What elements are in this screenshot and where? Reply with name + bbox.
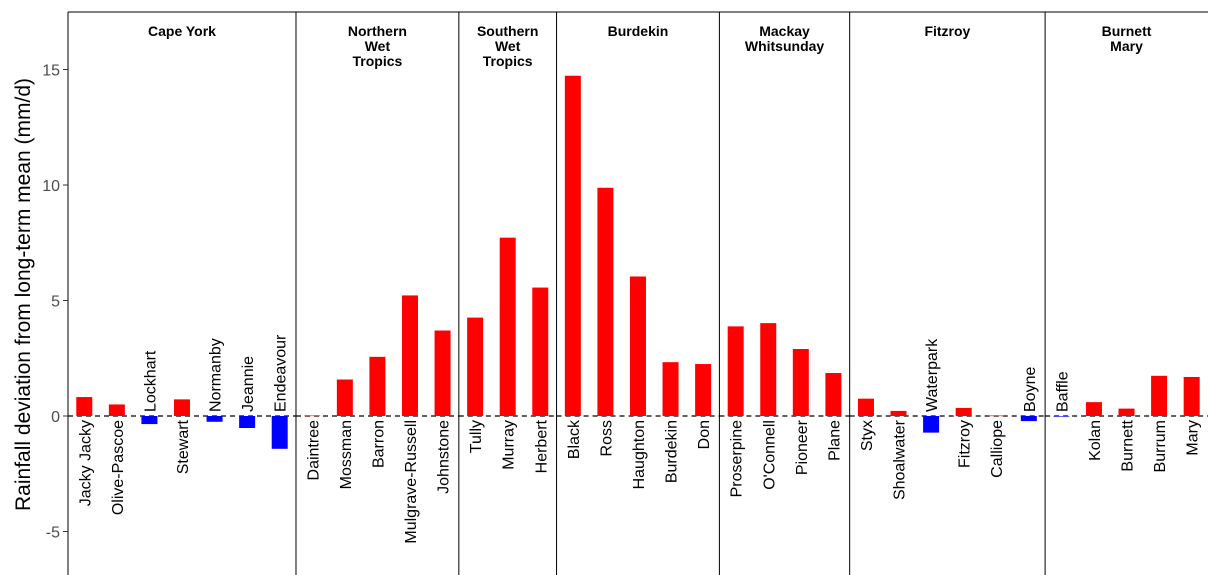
category-label: Normanby xyxy=(208,338,225,412)
category-label: Lockhart xyxy=(142,350,159,412)
panel-title-line: Wet xyxy=(365,38,391,54)
category-label: Shoalwater xyxy=(892,419,909,500)
bar-fitzroy xyxy=(955,407,972,416)
category-label: O'Connell xyxy=(761,420,778,490)
category-label: Johnstone xyxy=(436,420,453,494)
category-label: Fitzroy xyxy=(957,420,974,468)
bar-barron xyxy=(369,356,386,416)
category-label: Murray xyxy=(501,420,518,470)
panel-title: Fitzroy xyxy=(924,23,970,39)
category-label: Baffle xyxy=(1054,371,1071,412)
panel-title-line: Mackay xyxy=(759,23,810,39)
category-label: Burrum xyxy=(1152,420,1169,472)
category-label: Tully xyxy=(468,420,485,453)
panel-title-line: Southern xyxy=(477,23,538,39)
bar-pioneer xyxy=(792,349,809,416)
bar-herbert xyxy=(532,287,549,416)
bar-calliope xyxy=(988,415,1005,417)
bar-kolan xyxy=(1085,402,1102,416)
category-label: Ross xyxy=(598,420,615,456)
bar-plane xyxy=(825,373,842,416)
bar-burnett xyxy=(1118,408,1135,416)
panel-title: Burnett Mary xyxy=(1102,23,1152,54)
category-label: Haughton xyxy=(631,420,648,489)
y-tick-label: -5 xyxy=(46,525,60,542)
y-tick-label: 0 xyxy=(51,409,60,426)
panel-title: Mackay Whitsunday xyxy=(745,23,825,54)
bar-mary xyxy=(1183,376,1200,416)
category-label: Stewart xyxy=(175,419,192,474)
y-tick-label: 5 xyxy=(51,294,60,311)
panel-title-line: Mary xyxy=(1110,38,1143,54)
category-label: Black xyxy=(566,419,583,459)
category-label: Daintree xyxy=(305,420,322,481)
category-label: Waterpark xyxy=(924,338,941,412)
bar-normanby xyxy=(206,416,223,422)
category-label: Plane xyxy=(826,420,843,461)
panel-title: Burdekin xyxy=(608,23,669,39)
bar-mossman xyxy=(336,379,353,416)
category-label: Mossman xyxy=(338,420,355,489)
category-label: Pioneer xyxy=(794,419,811,475)
bar-don xyxy=(695,364,712,416)
y-tick-label: 10 xyxy=(42,178,60,195)
y-tick-label: 15 xyxy=(42,63,60,80)
bar-jeannie xyxy=(239,416,256,429)
category-label: Burdekin xyxy=(664,420,681,483)
category-label: Herbert xyxy=(533,419,550,473)
bar-styx xyxy=(857,398,874,416)
bar-johnstone xyxy=(434,330,451,416)
panel-title-line: Whitsunday xyxy=(745,38,825,54)
bar-ross xyxy=(597,187,614,416)
category-label: Styx xyxy=(859,420,876,451)
category-label: Jacky Jacky xyxy=(77,420,94,506)
category-label: Jeannie xyxy=(240,356,257,412)
bar-waterpark xyxy=(923,416,940,433)
bar-boyne xyxy=(1020,416,1037,422)
panel-title: Northern Wet Tropics xyxy=(348,23,407,69)
panel-title-line: Burdekin xyxy=(608,23,669,39)
bar-olive-pascoe xyxy=(108,404,125,416)
category-label: Endeavour xyxy=(273,334,290,412)
bar-shoalwater xyxy=(890,410,907,416)
category-label: Burnett xyxy=(1120,419,1137,471)
panel-title-line: Fitzroy xyxy=(924,23,970,39)
panel-title-line: Northern xyxy=(348,23,407,39)
category-label: Don xyxy=(696,420,713,449)
panel-title-line: Tropics xyxy=(483,53,533,69)
panel-title: Cape York xyxy=(148,23,216,39)
bar-tully xyxy=(467,317,484,416)
y-axis-title: Rainfall deviation from long-term mean (… xyxy=(12,78,35,511)
category-label: Mary xyxy=(1185,420,1202,456)
bar-mulgrave-russell xyxy=(401,295,418,416)
category-label: Barron xyxy=(370,420,387,468)
bar-haughton xyxy=(629,276,646,416)
category-label: Kolan xyxy=(1087,420,1104,461)
bar-murray xyxy=(499,237,516,416)
panel-title-line: Burnett xyxy=(1102,23,1152,39)
panel-title-line: Tropics xyxy=(353,53,403,69)
bar-o-connell xyxy=(760,323,777,416)
bar-stewart xyxy=(173,399,190,416)
panel-title-line: Wet xyxy=(495,38,521,54)
bar-black xyxy=(564,75,581,416)
panel-title: Southern Wet Tropics xyxy=(477,23,538,69)
bar-endeavour xyxy=(271,416,288,449)
category-label: Proserpine xyxy=(729,420,746,497)
category-label: Mulgrave-Russell xyxy=(403,420,420,544)
bar-lockhart xyxy=(141,416,158,425)
category-label: Boyne xyxy=(1022,367,1039,412)
bar-burrum xyxy=(1151,375,1168,416)
category-label: Calliope xyxy=(989,420,1006,478)
bar-daintree xyxy=(304,415,321,417)
panel-title-line: Cape York xyxy=(148,23,216,39)
category-label: Olive-Pascoe xyxy=(110,420,127,515)
bar-jacky-jacky xyxy=(76,397,93,416)
bar-baffle xyxy=(1053,416,1070,417)
bar-proserpine xyxy=(727,326,744,416)
bar-burdekin xyxy=(662,362,679,416)
